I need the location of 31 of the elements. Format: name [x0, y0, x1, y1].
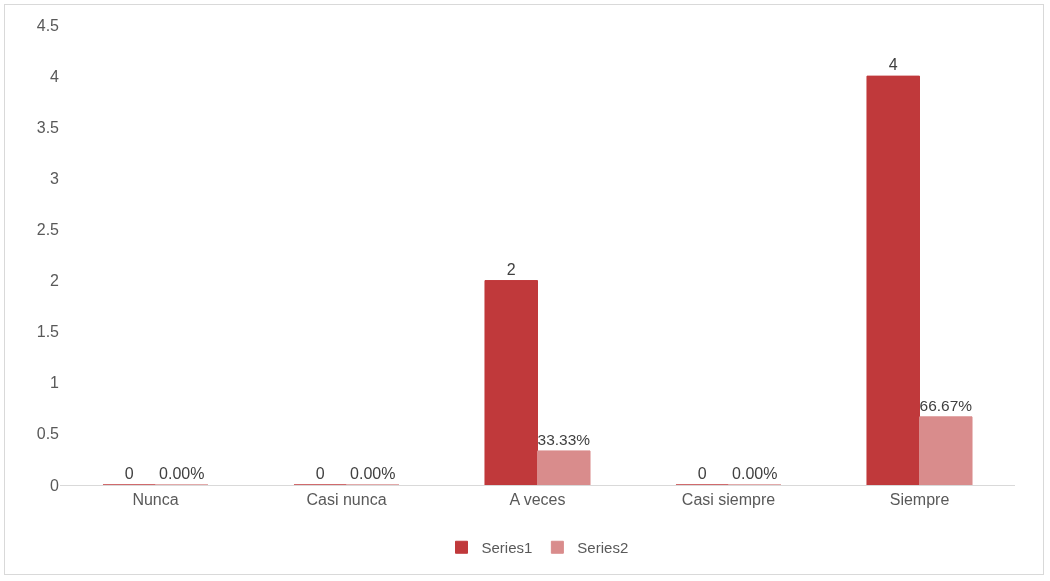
y-tick-label: 2.5 — [36, 221, 60, 239]
data-label: 4 — [888, 56, 898, 74]
data-label: 0 — [315, 465, 325, 482]
data-label: 0.00% — [732, 465, 778, 482]
bar — [866, 75, 920, 485]
bar — [537, 450, 591, 485]
y-tick-label: 0 — [50, 476, 60, 494]
x-tick-label: A veces — [509, 491, 566, 509]
x-tick-label: Casi nunca — [306, 491, 387, 509]
data-label: 0.00% — [350, 465, 396, 482]
y-tick-label: 3.5 — [36, 118, 60, 136]
legend-label: Series2 — [577, 539, 629, 557]
data-label: 66.67% — [919, 396, 973, 414]
data-label: 0 — [124, 465, 134, 482]
bar — [919, 416, 973, 485]
data-label: 0.00% — [159, 465, 205, 482]
y-tick-label: 4.5 — [36, 16, 60, 34]
bar — [484, 280, 538, 485]
y-tick-label: 4 — [50, 67, 60, 85]
y-tick-label: 1.5 — [36, 323, 60, 341]
legend-label: Series1 — [481, 539, 533, 557]
data-label: 0 — [697, 465, 707, 482]
x-tick-label: Siempre — [889, 491, 950, 509]
data-label: 33.33% — [537, 431, 591, 449]
y-tick-label: 1 — [50, 374, 60, 392]
y-tick-label: 0.5 — [36, 425, 60, 443]
data-label: 2 — [506, 260, 516, 278]
y-tick-label: 2 — [50, 272, 60, 290]
x-tick-label: Nunca — [132, 491, 179, 509]
x-tick-label: Casi siempre — [681, 491, 776, 509]
y-tick-label: 3 — [50, 169, 60, 187]
